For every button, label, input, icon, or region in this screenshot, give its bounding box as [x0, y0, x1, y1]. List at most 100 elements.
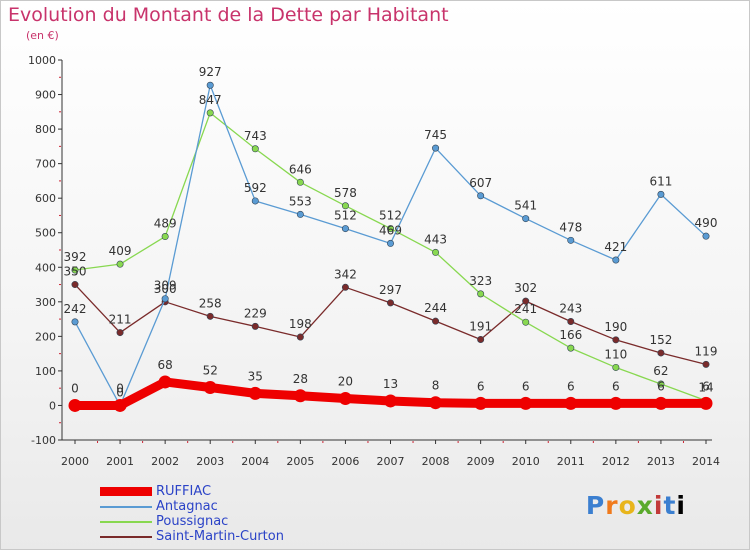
data-label-antagnac: 607: [469, 176, 492, 190]
x-tick-label: 2008: [422, 455, 450, 468]
data-label-saint-martin-curton: 300: [154, 282, 177, 296]
data-label-antagnac: 490: [695, 216, 718, 230]
data-label-poussignac: 110: [604, 347, 627, 361]
data-label-antagnac: 541: [514, 199, 537, 213]
data-label-ruffiac: 13: [383, 377, 398, 391]
data-point-antagnac: [567, 236, 575, 244]
data-point-saint-martin-curton: [296, 333, 304, 341]
data-point-antagnac: [477, 192, 485, 200]
legend-swatch-ruffiac: [100, 487, 152, 496]
data-label-saint-martin-curton: 119: [695, 344, 718, 358]
data-label-ruffiac: 8: [432, 379, 440, 393]
y-tick-label: 1000: [28, 54, 56, 67]
legend-item-antagnac: Antagnac: [100, 499, 284, 514]
data-label-saint-martin-curton: 297: [379, 283, 402, 297]
data-point-poussignac: [116, 260, 124, 268]
data-point-poussignac: [206, 109, 214, 117]
data-point-poussignac: [296, 178, 304, 186]
data-point-antagnac: [341, 225, 349, 233]
y-tick-label: 200: [35, 330, 56, 343]
legend-item-saint-martin-curton: Saint-Martin-Curton: [100, 529, 284, 544]
data-point-antagnac: [206, 81, 214, 89]
data-label-ruffiac: 0: [71, 381, 79, 395]
x-tick-label: 2004: [241, 455, 269, 468]
data-point-poussignac: [657, 380, 665, 388]
proxiti-logo: Proxiti: [586, 491, 686, 520]
y-tick-label: 500: [35, 227, 56, 240]
data-point-antagnac: [386, 239, 394, 247]
data-label-ruffiac: 20: [338, 375, 353, 389]
data-point-antagnac: [657, 190, 665, 198]
data-point-ruffiac: [519, 396, 533, 410]
x-tick-label: 2007: [377, 455, 405, 468]
data-label-ruffiac: 28: [293, 372, 308, 386]
data-point-ruffiac: [248, 386, 262, 400]
data-point-saint-martin-curton: [71, 281, 79, 289]
data-label-saint-martin-curton: 244: [424, 301, 447, 315]
data-point-poussignac: [477, 290, 485, 298]
data-point-ruffiac: [474, 396, 488, 410]
data-point-ruffiac: [429, 396, 443, 410]
data-point-ruffiac: [68, 398, 82, 412]
x-tick-label: 2005: [286, 455, 314, 468]
data-label-poussignac: 241: [514, 302, 537, 316]
data-point-poussignac: [522, 318, 530, 326]
data-point-saint-martin-curton: [612, 336, 620, 344]
data-point-ruffiac: [609, 396, 623, 410]
data-point-saint-martin-curton: [657, 349, 665, 357]
x-tick-label: 2001: [106, 455, 134, 468]
data-label-antagnac: 478: [559, 220, 582, 234]
legend-label-saint-martin-curton: Saint-Martin-Curton: [156, 529, 284, 544]
legend-label-ruffiac: RUFFIAC: [156, 484, 212, 499]
data-point-antagnac: [702, 232, 710, 240]
data-label-poussignac: 323: [469, 274, 492, 288]
legend-label-poussignac: Poussignac: [156, 514, 229, 529]
data-label-poussignac: 847: [199, 93, 222, 107]
y-tick-label: 100: [35, 365, 56, 378]
logo-letter: i: [676, 491, 686, 520]
x-tick-label: 2009: [467, 455, 495, 468]
data-point-ruffiac: [203, 380, 217, 394]
data-label-poussignac: 443: [424, 232, 447, 246]
y-tick-label: 700: [35, 158, 56, 171]
y-tick-label: 0: [49, 399, 56, 412]
data-label-saint-martin-curton: 198: [289, 317, 312, 331]
data-label-saint-martin-curton: 342: [334, 267, 357, 281]
x-tick-label: 2010: [512, 455, 540, 468]
chart-legend: RUFFIAC Antagnac Poussignac Saint-Martin…: [100, 484, 284, 544]
data-label-saint-martin-curton: 191: [469, 319, 492, 333]
data-point-ruffiac: [293, 389, 307, 403]
data-label-saint-martin-curton: 258: [199, 296, 222, 310]
data-point-antagnac: [522, 215, 530, 223]
data-label-poussignac: 166: [559, 328, 582, 342]
data-label-ruffiac: 68: [158, 358, 173, 372]
x-tick-label: 2000: [61, 455, 89, 468]
data-label-ruffiac: 6: [522, 379, 530, 393]
y-tick-label: -100: [31, 434, 56, 447]
data-point-saint-martin-curton: [567, 318, 575, 326]
legend-item-poussignac: Poussignac: [100, 514, 284, 529]
data-label-poussignac: 409: [109, 244, 132, 258]
data-label-poussignac: 392: [64, 250, 87, 264]
data-label-poussignac: 578: [334, 186, 357, 200]
data-point-saint-martin-curton: [386, 299, 394, 307]
data-label-antagnac: 592: [244, 181, 267, 195]
data-label-antagnac: 469: [379, 223, 402, 237]
data-label-antagnac: 512: [334, 209, 357, 223]
data-point-ruffiac: [113, 398, 127, 412]
data-point-antagnac: [296, 210, 304, 218]
logo-letter: r: [605, 491, 619, 520]
data-label-antagnac: 242: [64, 302, 87, 316]
data-point-saint-martin-curton: [477, 335, 485, 343]
data-point-poussignac: [251, 145, 259, 153]
data-point-antagnac: [432, 144, 440, 152]
x-tick-label: 2012: [602, 455, 630, 468]
data-point-saint-martin-curton: [341, 283, 349, 291]
data-label-ruffiac: 6: [477, 379, 485, 393]
data-label-saint-martin-curton: 190: [604, 320, 627, 334]
data-label-saint-martin-curton: 211: [109, 313, 132, 327]
chart-title: Evolution du Montant de la Dette par Hab…: [8, 4, 449, 26]
logo-letter: x: [636, 491, 654, 520]
data-label-poussignac: 646: [289, 162, 312, 176]
